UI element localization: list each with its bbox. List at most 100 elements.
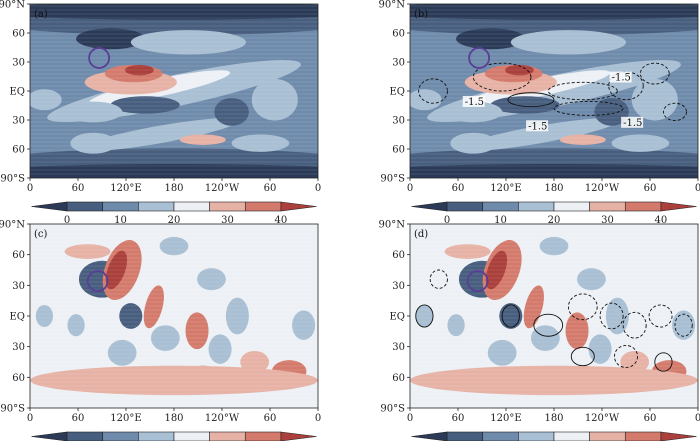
y-tick-label: 30 bbox=[392, 58, 405, 69]
x-tick-label: 0 bbox=[695, 183, 700, 194]
y-tick-label: 60 bbox=[392, 250, 405, 261]
colorbar-segment bbox=[624, 431, 662, 441]
colorbar-segment bbox=[553, 201, 590, 212]
field-shading bbox=[410, 4, 698, 178]
panel-1: (a) 0 60 120°E 180 120°W 60 0 90°N 60 30 EQ 30 60 90°S… bbox=[0, 0, 321, 226]
y-tick-label: EQ bbox=[390, 87, 406, 98]
x-tick-label: 0 bbox=[27, 413, 33, 424]
field-shading bbox=[30, 4, 318, 178]
colorbar-segment bbox=[589, 431, 626, 441]
y-tick-label: EQ bbox=[10, 87, 26, 98]
y-tick-label: 30 bbox=[12, 58, 25, 69]
y-tick-label: 90°S bbox=[0, 174, 25, 185]
y-tick-label: 60 bbox=[12, 145, 25, 156]
colorbar-segment bbox=[173, 431, 210, 441]
colorbar: -25-15-5515 bbox=[411, 431, 697, 441]
y-tick-label: 30 bbox=[392, 342, 405, 353]
colorbar-segment bbox=[66, 201, 104, 212]
colorbar-tick-label: 20 bbox=[168, 215, 181, 226]
x-tick-label: 120°E bbox=[110, 183, 141, 194]
x-tick-label: 120°W bbox=[585, 183, 620, 194]
contour-label: -1.5 bbox=[465, 97, 484, 108]
contour bbox=[608, 71, 644, 101]
colorbar-tick-label: 0 bbox=[64, 215, 70, 226]
contour-label: -1.5 bbox=[528, 121, 547, 132]
y-tick-label: 90°N bbox=[0, 220, 25, 231]
contour-label-bg bbox=[609, 71, 632, 83]
colorbar-segment bbox=[446, 431, 484, 441]
x-tick-label: 180 bbox=[164, 413, 183, 424]
colorbar-segment bbox=[102, 201, 139, 212]
contour-label-bg bbox=[526, 120, 549, 132]
colorbar-segment bbox=[244, 431, 282, 441]
y-tick-label: 60 bbox=[12, 29, 25, 40]
contour-lines bbox=[415, 269, 693, 372]
contour bbox=[567, 293, 598, 321]
colorbar-segment bbox=[209, 201, 246, 212]
x-tick-label: 180 bbox=[544, 413, 563, 424]
y-tick-label: EQ bbox=[10, 312, 26, 323]
colorbar-segment bbox=[209, 431, 246, 441]
y-tick-label: 30 bbox=[392, 281, 405, 292]
contour bbox=[622, 311, 647, 339]
colorbar-tick-label: 10 bbox=[114, 215, 127, 226]
hatch-overlay bbox=[410, 4, 698, 178]
highlight-circle bbox=[468, 47, 491, 69]
x-tick-label: 0 bbox=[407, 413, 413, 424]
colorbar-tick-label: 30 bbox=[221, 215, 234, 226]
colorbar-end bbox=[660, 431, 697, 441]
colorbar-end bbox=[660, 201, 697, 212]
x-tick-label: 0 bbox=[407, 183, 413, 194]
colorbar-segment bbox=[518, 431, 555, 441]
hatch-overlay bbox=[410, 224, 698, 408]
panel-3: (c) 0 60 120°E 180 120°W 60 0 90°N 60 30 EQ 30 60 90°S… bbox=[0, 220, 321, 441]
contour bbox=[570, 346, 595, 367]
y-tick-label: 30 bbox=[12, 116, 25, 127]
contour-label-bg bbox=[621, 116, 644, 128]
x-tick-label: 0 bbox=[315, 413, 321, 424]
panel-label: (c) bbox=[34, 229, 48, 240]
x-tick-label: 60 bbox=[452, 183, 465, 194]
y-tick-label: 90°S bbox=[0, 404, 25, 415]
panel-label: (a) bbox=[34, 9, 48, 20]
colorbar-segment bbox=[244, 201, 282, 212]
y-tick-label: 60 bbox=[12, 373, 25, 384]
contour bbox=[429, 269, 448, 289]
highlight-circle bbox=[466, 270, 489, 292]
x-tick-label: 180 bbox=[544, 183, 563, 194]
x-tick-label: 120°W bbox=[585, 413, 620, 424]
field-shading bbox=[410, 224, 698, 408]
colorbar-tick-label: 40 bbox=[655, 215, 668, 226]
colorbar-tick-label: 10 bbox=[494, 215, 507, 226]
contour bbox=[501, 304, 520, 328]
colorbar-end bbox=[31, 201, 68, 212]
x-tick-label: 60 bbox=[72, 413, 85, 424]
x-tick-label: 120°E bbox=[490, 413, 521, 424]
contour bbox=[418, 78, 448, 104]
colorbar-segment bbox=[518, 201, 555, 212]
contour-lines bbox=[418, 62, 687, 122]
highlight-circle bbox=[86, 270, 109, 292]
contour-label-bg bbox=[462, 95, 485, 107]
contour bbox=[599, 302, 624, 330]
contour bbox=[533, 313, 564, 337]
colorbar-end bbox=[411, 201, 448, 212]
colorbar-end bbox=[280, 201, 317, 212]
x-tick-label: 60 bbox=[264, 183, 277, 194]
highlight-circle bbox=[88, 47, 111, 69]
x-tick-label: 60 bbox=[452, 413, 465, 424]
y-tick-label: 90°N bbox=[379, 0, 406, 11]
colorbar-segment bbox=[624, 201, 662, 212]
colorbar-segment bbox=[482, 201, 519, 212]
colorbar-tick-label: 40 bbox=[275, 215, 288, 226]
colorbar-segment bbox=[138, 201, 175, 212]
contour bbox=[648, 304, 673, 328]
x-tick-label: 180 bbox=[164, 183, 183, 194]
field-shading bbox=[30, 224, 318, 408]
colorbar-segment bbox=[482, 431, 519, 441]
y-tick-label: 30 bbox=[12, 342, 25, 353]
colorbar-segment bbox=[589, 201, 626, 212]
colorbar: 0 10 20 30 40 bbox=[31, 201, 317, 226]
x-tick-label: 120°W bbox=[205, 183, 240, 194]
contour-label: -1.5 bbox=[623, 118, 642, 129]
